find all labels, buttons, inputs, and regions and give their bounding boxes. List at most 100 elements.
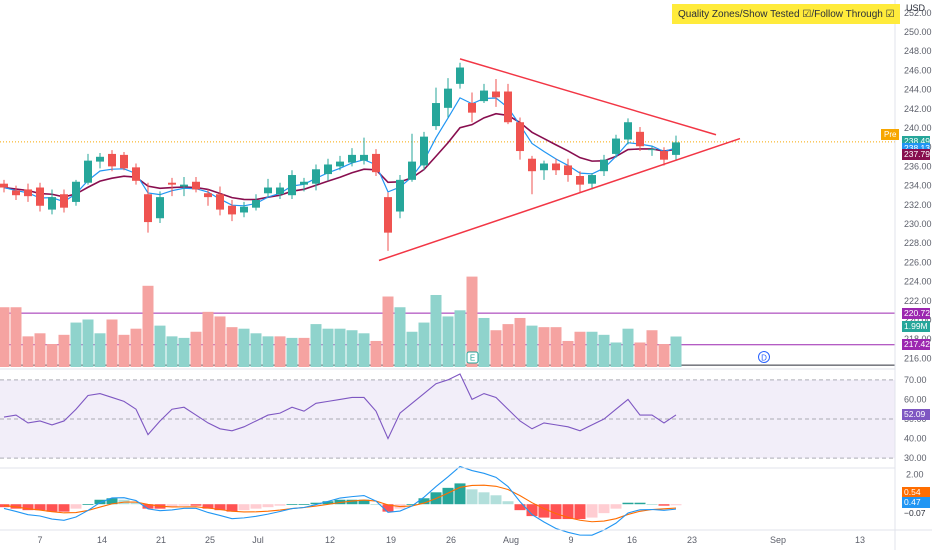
macd-histogram-bar [322, 501, 334, 505]
price-tick-label: 234.00 [904, 181, 932, 191]
volume-bar [430, 294, 442, 367]
volume-bar [658, 344, 670, 367]
candle-body [252, 200, 260, 208]
candle-body [144, 194, 152, 223]
volume-bar [250, 333, 262, 367]
macd-histogram-bar [190, 504, 202, 506]
macd-histogram-bar [346, 499, 358, 505]
candle-body [156, 197, 164, 219]
macd-tick-label: 2.00 [906, 469, 924, 479]
macd-histogram-bar [478, 492, 490, 505]
macd-histogram-bar [406, 504, 418, 506]
candle-body [132, 167, 140, 181]
time-tick-label: 12 [325, 535, 335, 545]
candlesticks[interactable] [0, 62, 680, 251]
candle-body [192, 181, 200, 190]
volume-bar [562, 340, 574, 367]
triangle-trendlines[interactable] [378, 58, 741, 262]
candle-body [444, 88, 452, 108]
volume-bar [382, 296, 394, 367]
earnings-marker-label: E [470, 354, 475, 363]
macd-histogram-bar [46, 504, 58, 512]
volume-bar [274, 336, 286, 367]
volume-bar [34, 333, 46, 367]
macd-histogram-bar [610, 504, 622, 509]
macd-histogram-bar [202, 504, 214, 509]
volume-bar [442, 316, 454, 367]
macd-histogram-bar [646, 504, 658, 506]
candle-body [288, 175, 296, 196]
time-tick-label: 23 [687, 535, 697, 545]
banner-separator: / [739, 8, 743, 20]
volume-bar [0, 307, 10, 367]
macd-histogram-bar [418, 498, 430, 505]
price-tick-label: 244.00 [904, 85, 932, 95]
candle-body [564, 165, 572, 176]
candle-body [228, 205, 236, 215]
volume-bar [94, 333, 106, 367]
candle-body [456, 67, 464, 84]
banner-item-show-tested[interactable]: Show Tested ☑ [742, 8, 812, 20]
volume-bar [634, 342, 646, 367]
macd-histogram-bar [70, 504, 82, 509]
volume-bar [574, 331, 586, 367]
volume-bar [262, 336, 274, 367]
volume-bar [586, 331, 598, 367]
candle-body [648, 149, 656, 151]
banner-item-follow-through[interactable]: Follow Through ☑ [814, 8, 895, 20]
banner-separator: / [811, 8, 815, 20]
candle-body [588, 175, 596, 184]
candle-body [372, 153, 380, 173]
earnings-marker [466, 351, 479, 364]
macd-histogram-bar [22, 504, 34, 511]
price-tick-label: 220.00 [904, 315, 932, 325]
rsi-pane [0, 373, 895, 459]
candle-body [420, 136, 428, 166]
candle-body [12, 190, 20, 196]
candle-body [120, 154, 128, 169]
macd-value-tag: 0.47 [902, 497, 930, 508]
macd-histogram-bar [34, 504, 46, 511]
volume-bar [46, 344, 58, 367]
macd-histogram-bar [358, 499, 370, 505]
banner-item-quality-zones[interactable]: Quality Zones [678, 8, 740, 20]
candle-body [600, 159, 608, 172]
macd-pane [0, 465, 682, 536]
quality-zones-banner[interactable]: Quality Zones / Show Tested ☑ / Follow T… [672, 4, 900, 24]
rsi-tick-label: 70.00 [904, 375, 927, 385]
volume-bar [670, 336, 682, 367]
time-tick-label: 21 [156, 535, 166, 545]
candle-body [168, 182, 176, 185]
volume-bar [226, 327, 238, 367]
volume-bar [118, 334, 130, 367]
rsi-tick-label: 30.00 [904, 453, 927, 463]
volume-bar [418, 322, 430, 367]
macd-histogram-bar [538, 504, 550, 518]
moving-averages [3, 97, 677, 207]
volume-bar [58, 334, 70, 367]
price-tick-label: 252.00 [904, 8, 932, 18]
volume-bar [526, 325, 538, 367]
volume-bar [646, 330, 658, 367]
ema-fast-line [3, 97, 677, 207]
rsi-tick-label: 60.00 [904, 394, 927, 404]
price-tick-label: 226.00 [904, 257, 932, 267]
price-tick-label: 240.00 [904, 123, 932, 133]
candle-body [432, 103, 440, 127]
volume-bar [454, 310, 466, 367]
candle-body [204, 193, 212, 198]
ema-slow-line [3, 112, 677, 201]
macd-histogram-bar [142, 504, 154, 509]
price-tick-label: 232.00 [904, 200, 932, 210]
candle-body [408, 161, 416, 180]
macd-histogram-bar [490, 495, 502, 505]
premarket-label: Pre [881, 129, 900, 140]
macd-histogram-bar [238, 504, 250, 511]
dividend-marker [758, 351, 770, 363]
time-tick-label: 19 [386, 535, 396, 545]
volume-bar [538, 327, 550, 367]
volume-bar [370, 340, 382, 367]
